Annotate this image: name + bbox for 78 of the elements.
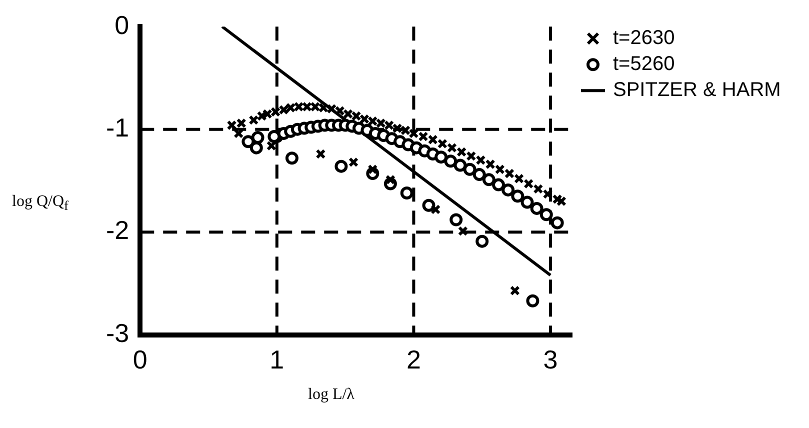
point bbox=[434, 150, 448, 164]
point bbox=[476, 155, 486, 166]
point bbox=[278, 104, 289, 115]
point bbox=[456, 146, 467, 157]
point bbox=[430, 204, 441, 214]
point bbox=[334, 160, 348, 173]
x-tick-label: 2 bbox=[406, 344, 421, 375]
point bbox=[266, 140, 276, 151]
point bbox=[494, 164, 505, 174]
point bbox=[286, 102, 296, 113]
point bbox=[485, 159, 496, 170]
point bbox=[526, 294, 540, 308]
y-tick-label: -1 bbox=[106, 112, 130, 143]
point bbox=[408, 128, 419, 138]
point bbox=[542, 189, 553, 200]
point bbox=[226, 120, 237, 130]
point bbox=[450, 213, 463, 226]
point bbox=[476, 234, 489, 248]
point bbox=[463, 162, 476, 176]
point bbox=[343, 108, 354, 119]
point bbox=[428, 134, 438, 145]
point bbox=[550, 216, 564, 230]
point bbox=[454, 158, 467, 172]
legend-label: t=5260 bbox=[613, 53, 675, 76]
point bbox=[248, 115, 259, 126]
point bbox=[466, 151, 476, 162]
point bbox=[552, 194, 562, 204]
x-axis-title: log L/λ bbox=[308, 386, 354, 404]
legend-label: t=2630 bbox=[613, 27, 675, 50]
point bbox=[348, 157, 359, 168]
point bbox=[294, 102, 304, 112]
point bbox=[316, 148, 326, 160]
point bbox=[318, 102, 328, 113]
point bbox=[256, 110, 267, 122]
point bbox=[250, 141, 263, 154]
point bbox=[444, 154, 458, 168]
point bbox=[446, 142, 458, 153]
point bbox=[384, 120, 394, 130]
point bbox=[262, 108, 272, 119]
y-tick-label: 0 bbox=[114, 10, 130, 40]
point bbox=[504, 168, 514, 179]
point bbox=[422, 198, 436, 212]
point bbox=[251, 131, 264, 144]
point bbox=[556, 196, 566, 206]
y-tick-label: -3 bbox=[106, 318, 130, 348]
point bbox=[524, 178, 534, 189]
point bbox=[472, 168, 486, 182]
point bbox=[437, 138, 448, 149]
point bbox=[368, 164, 378, 174]
point bbox=[418, 131, 428, 142]
point bbox=[514, 174, 524, 184]
point bbox=[385, 174, 396, 185]
point bbox=[334, 106, 345, 116]
point bbox=[270, 106, 281, 117]
x-tick-label: 1 bbox=[270, 344, 284, 375]
point bbox=[511, 190, 524, 203]
point bbox=[520, 196, 534, 209]
point bbox=[368, 116, 378, 126]
point bbox=[376, 118, 386, 128]
point bbox=[540, 208, 553, 222]
point bbox=[326, 104, 337, 114]
point bbox=[533, 184, 544, 194]
legend-label: SPITZER & HARM bbox=[613, 79, 781, 102]
point bbox=[268, 130, 281, 144]
x-tick-label: 3 bbox=[543, 344, 558, 375]
point bbox=[351, 110, 362, 122]
point bbox=[502, 183, 515, 196]
point bbox=[285, 152, 298, 165]
point bbox=[530, 202, 544, 215]
y-tick-label: -2 bbox=[106, 215, 130, 246]
point bbox=[492, 178, 506, 192]
point bbox=[310, 102, 320, 112]
point bbox=[359, 114, 370, 124]
y-axis-title: log Q/Q$_{f}$ bbox=[12, 193, 68, 214]
point bbox=[302, 102, 312, 112]
point bbox=[510, 286, 520, 296]
point bbox=[482, 173, 496, 186]
point bbox=[400, 186, 414, 200]
